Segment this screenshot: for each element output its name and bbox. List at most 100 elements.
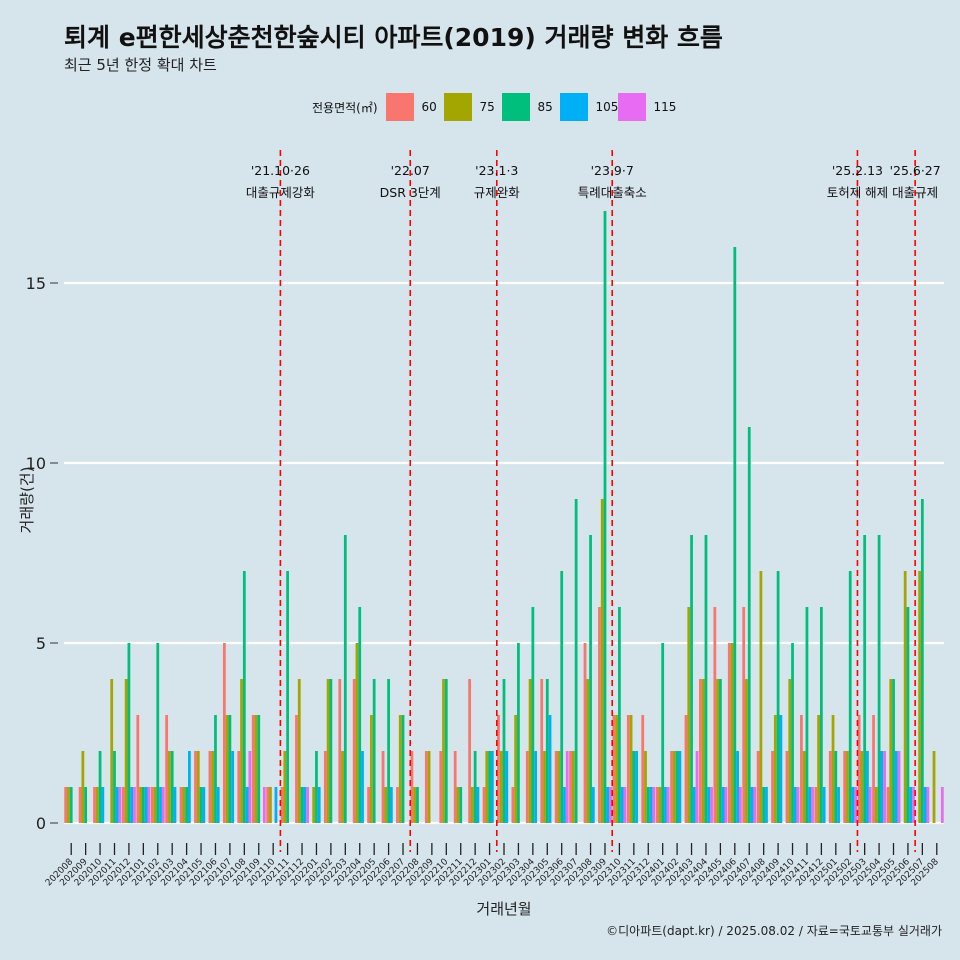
bar-202408-105 (765, 787, 768, 823)
bar-202405-75 (716, 679, 720, 823)
event-date-1: '22.07 (391, 163, 430, 178)
bar-202502-115 (854, 787, 858, 823)
bar-202307-85 (574, 499, 578, 823)
bar-202505-105 (894, 751, 898, 823)
bar-202503-60 (857, 715, 861, 823)
bar-202105-60 (194, 751, 197, 823)
bar-202207-60 (396, 787, 399, 823)
bar-202505-85 (892, 679, 895, 823)
bar-202309-75 (600, 499, 604, 823)
bar-202310-75 (615, 715, 619, 823)
bar-202412-105 (822, 787, 826, 823)
bar-202406-75 (730, 643, 734, 823)
bar-202403-75 (687, 607, 691, 823)
bar-202009-75 (81, 751, 85, 823)
bar-202505-60 (886, 787, 890, 823)
x-axis-title: 거래년월 (476, 900, 531, 918)
bar-202109-115 (262, 787, 266, 823)
bar-202403-115 (695, 751, 699, 823)
bar-202112-85 (300, 787, 304, 823)
legend-item-60: 60 (385, 93, 444, 121)
bar-202306-85 (560, 571, 564, 823)
bar-202205-85 (372, 679, 376, 823)
bar-202411-60 (800, 715, 803, 823)
legend-label-115: 115 (653, 100, 677, 114)
legend: 전용면적(㎡) 60 75 85 105 115 (312, 92, 676, 122)
bar-202101-105 (144, 787, 148, 823)
bar-202203-60 (338, 679, 342, 823)
legend-swatch-60 (385, 93, 414, 121)
bar-202506-85 (906, 607, 910, 823)
bar-202111-85 (286, 571, 289, 823)
bars-group (64, 211, 944, 823)
bar-202309-105 (606, 787, 610, 823)
bar-202203-75 (341, 751, 344, 823)
bar-202009-85 (84, 787, 88, 823)
event-label-0: 대출규제강화 (246, 185, 316, 200)
bar-202306-115 (565, 751, 569, 823)
bar-202107-85 (228, 715, 232, 823)
bar-202202-85 (329, 679, 333, 823)
bar-202107-105 (231, 751, 235, 823)
bar-202508-115 (940, 787, 944, 823)
bar-202010-105 (101, 787, 105, 823)
bar-202201-105 (317, 787, 321, 823)
bar-202303-85 (517, 643, 520, 823)
bar-202508-75 (932, 751, 936, 823)
bar-202501-85 (834, 751, 838, 823)
bar-202401-105 (664, 787, 667, 823)
bar-202106-60 (208, 751, 212, 823)
bar-202010-85 (98, 751, 102, 823)
bar-202402-105 (678, 751, 682, 823)
bar-202010-60 (93, 787, 96, 823)
bar-202402-75 (672, 751, 676, 823)
bar-202008-75 (67, 787, 70, 823)
legend-item-115: 115 (617, 93, 677, 121)
bar-202505-115 (897, 751, 901, 823)
legend-item-105: 105 (559, 93, 618, 121)
bar-202411-85 (805, 607, 809, 823)
bar-202209-75 (427, 751, 431, 823)
bar-202404-105 (707, 787, 711, 823)
bar-202312-115 (652, 787, 656, 823)
bar-202312-75 (644, 751, 647, 823)
bar-202101-60 (136, 715, 140, 823)
bar-202012-60 (121, 787, 125, 823)
bar-202108-85 (242, 571, 246, 823)
event-label-1: DSR 3단계 (380, 185, 441, 200)
bar-202102-75 (153, 787, 157, 823)
bar-202410-60 (785, 751, 789, 823)
bar-202503-105 (866, 751, 869, 823)
bar-202311-60 (626, 715, 630, 823)
bar-202301-75 (485, 751, 489, 823)
bar-202405-105 (721, 787, 725, 823)
bar-202103-60 (165, 715, 169, 823)
bar-202102-85 (156, 643, 160, 823)
bar-202104-75 (182, 787, 186, 823)
bar-202008-85 (69, 787, 73, 823)
bar-202407-105 (750, 787, 754, 823)
bar-202204-75 (355, 643, 359, 823)
bar-202106-85 (214, 715, 217, 823)
bar-202306-105 (563, 787, 566, 823)
bar-202204-60 (352, 679, 356, 823)
bar-202110-75 (269, 787, 272, 823)
legend-swatch-85 (501, 93, 530, 121)
bar-202307-75 (571, 751, 575, 823)
bar-202301-85 (488, 751, 491, 823)
bar-202011-115 (118, 787, 122, 823)
bar-202504-115 (883, 751, 887, 823)
bar-202410-75 (788, 679, 792, 823)
bar-202101-75 (139, 787, 142, 823)
bar-202103-75 (168, 751, 171, 823)
event-date-2: '23.1·3 (475, 163, 518, 178)
bar-202101-85 (141, 787, 145, 823)
bar-202109-85 (257, 715, 261, 823)
bar-202207-75 (398, 715, 402, 823)
bar-202202-75 (326, 679, 330, 823)
event-label-4: 토허제 해제 (827, 185, 888, 200)
bar-202310-85 (618, 607, 621, 823)
bar-202405-60 (713, 607, 717, 823)
bar-202309-115 (609, 787, 612, 823)
bar-202310-60 (612, 715, 616, 823)
